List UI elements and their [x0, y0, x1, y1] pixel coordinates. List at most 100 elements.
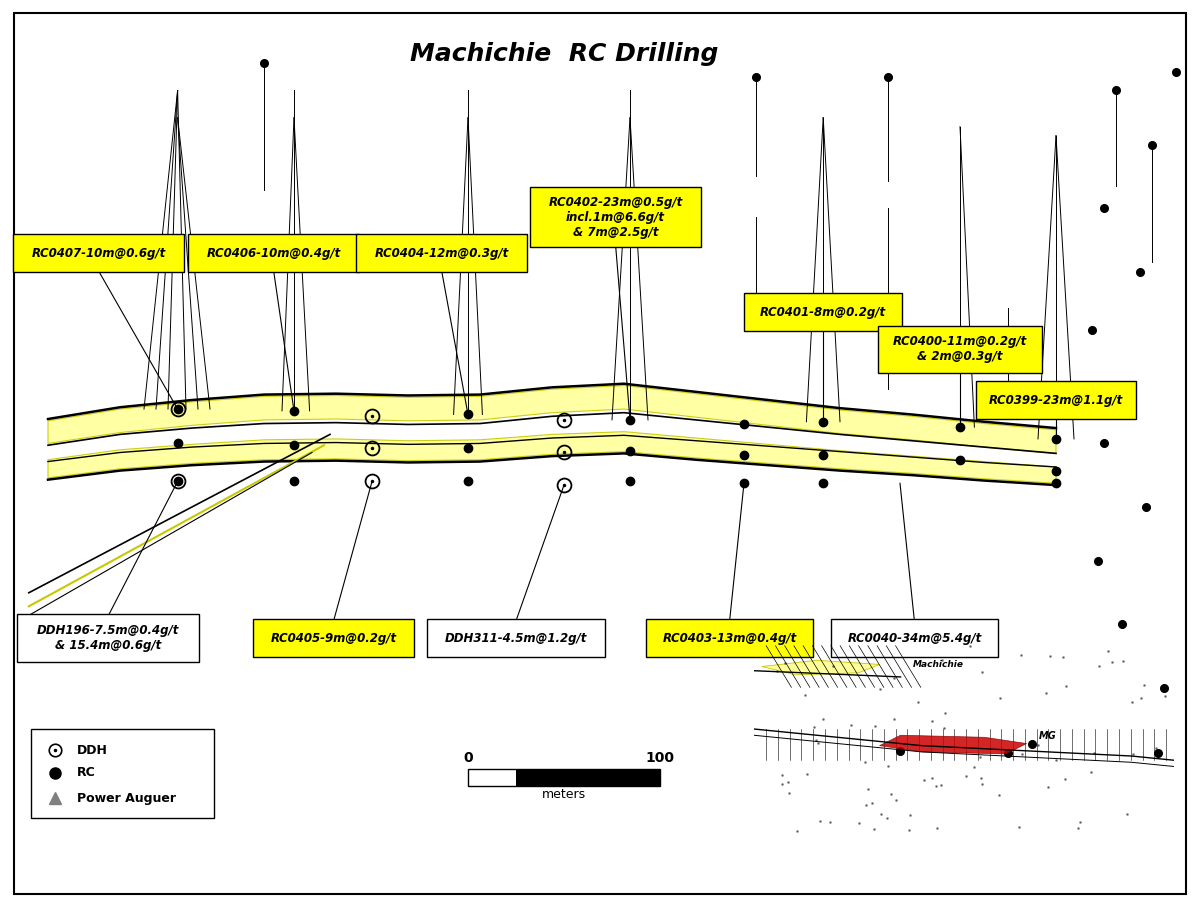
Point — [809, 736, 828, 750]
FancyBboxPatch shape — [530, 187, 701, 247]
Point — [1156, 689, 1175, 703]
Point — [1038, 779, 1057, 794]
Point — [935, 705, 954, 719]
Point — [884, 672, 904, 686]
Point — [932, 653, 952, 667]
Point — [926, 779, 946, 794]
Point — [865, 719, 884, 733]
Point — [787, 824, 806, 838]
Text: Power Auguer: Power Auguer — [77, 792, 176, 805]
Point — [1013, 747, 1032, 761]
Point — [804, 719, 823, 734]
Point — [900, 807, 919, 822]
Point — [956, 769, 976, 784]
Point — [778, 775, 797, 789]
Point — [990, 788, 1009, 803]
Point — [895, 737, 914, 751]
Point — [1134, 678, 1153, 692]
Point — [908, 694, 928, 709]
Point — [864, 822, 883, 836]
Point — [1028, 738, 1048, 752]
FancyBboxPatch shape — [564, 769, 660, 786]
FancyBboxPatch shape — [253, 619, 414, 657]
Point — [971, 770, 990, 785]
Text: RC0401-8m@0.2g/t: RC0401-8m@0.2g/t — [760, 306, 887, 319]
FancyBboxPatch shape — [356, 234, 527, 272]
Point — [841, 718, 860, 732]
Point — [884, 711, 904, 726]
Point — [1090, 659, 1109, 673]
Text: RC0404-12m@0.3g/t: RC0404-12m@0.3g/t — [374, 247, 509, 260]
Text: RC0407-10m@0.6g/t: RC0407-10m@0.6g/t — [31, 247, 166, 260]
Point — [779, 786, 798, 800]
Point — [965, 759, 984, 774]
Point — [775, 655, 794, 670]
Point — [767, 663, 786, 678]
Text: RC0040-34m@5.4g/t: RC0040-34m@5.4g/t — [847, 632, 982, 644]
FancyBboxPatch shape — [13, 234, 184, 272]
Point — [1054, 650, 1073, 664]
Text: RC0403-13m@0.4g/t: RC0403-13m@0.4g/t — [662, 632, 797, 644]
Point — [1103, 655, 1122, 670]
FancyBboxPatch shape — [878, 326, 1042, 373]
Text: RC0400-11m@0.2g/t
& 2m@0.3g/t: RC0400-11m@0.2g/t & 2m@0.3g/t — [893, 336, 1027, 363]
Point — [857, 798, 876, 813]
Point — [850, 815, 869, 830]
FancyBboxPatch shape — [976, 381, 1136, 419]
Text: DDH196-7.5m@0.4g/t
& 15.4m@0.6g/t: DDH196-7.5m@0.4g/t & 15.4m@0.6g/t — [37, 624, 179, 652]
Point — [1122, 694, 1141, 709]
Point — [1114, 653, 1133, 668]
Point — [796, 688, 815, 702]
Point — [1123, 747, 1142, 761]
Text: RC0399-23m@1.1g/t: RC0399-23m@1.1g/t — [989, 394, 1123, 406]
Polygon shape — [48, 432, 1056, 483]
Point — [931, 777, 950, 792]
Text: MG: MG — [1039, 731, 1057, 741]
FancyBboxPatch shape — [830, 619, 998, 657]
Point — [872, 807, 892, 822]
Point — [1046, 752, 1066, 767]
Text: meters: meters — [542, 788, 586, 801]
FancyBboxPatch shape — [468, 769, 564, 786]
Text: 100: 100 — [646, 751, 674, 765]
Point — [1070, 814, 1090, 829]
Point — [814, 711, 833, 726]
Point — [972, 777, 991, 792]
FancyBboxPatch shape — [427, 619, 606, 657]
Text: RC: RC — [77, 767, 96, 779]
Polygon shape — [48, 386, 1056, 453]
Point — [1012, 648, 1031, 662]
Point — [1146, 741, 1165, 756]
FancyBboxPatch shape — [31, 729, 214, 818]
Point — [1068, 821, 1087, 835]
Point — [1056, 679, 1075, 693]
Text: Machichie: Machichie — [913, 660, 965, 669]
Text: RC0406-10m@0.4g/t: RC0406-10m@0.4g/t — [206, 247, 341, 260]
Point — [935, 720, 954, 735]
Point — [858, 782, 877, 796]
FancyBboxPatch shape — [17, 614, 199, 662]
Point — [923, 770, 942, 785]
Polygon shape — [762, 661, 880, 675]
Point — [1084, 746, 1103, 760]
Text: RC0402-23m@0.5g/t
incl.1m@6.6g/t
& 7m@2.5g/t: RC0402-23m@0.5g/t incl.1m@6.6g/t & 7m@2.… — [548, 195, 683, 239]
Point — [773, 776, 792, 791]
Point — [856, 755, 875, 769]
FancyBboxPatch shape — [188, 234, 359, 272]
Point — [798, 767, 817, 782]
Point — [878, 758, 898, 773]
Point — [811, 814, 830, 828]
Text: DDH: DDH — [77, 744, 108, 757]
Polygon shape — [880, 735, 1026, 754]
Point — [928, 821, 947, 835]
Point — [923, 713, 942, 728]
Point — [899, 824, 918, 838]
Point — [806, 732, 826, 747]
Point — [1010, 819, 1030, 834]
Point — [1037, 686, 1056, 700]
Point — [1132, 691, 1151, 706]
Point — [1081, 765, 1100, 779]
Point — [960, 639, 979, 653]
Point — [821, 815, 840, 830]
Point — [1055, 772, 1074, 786]
